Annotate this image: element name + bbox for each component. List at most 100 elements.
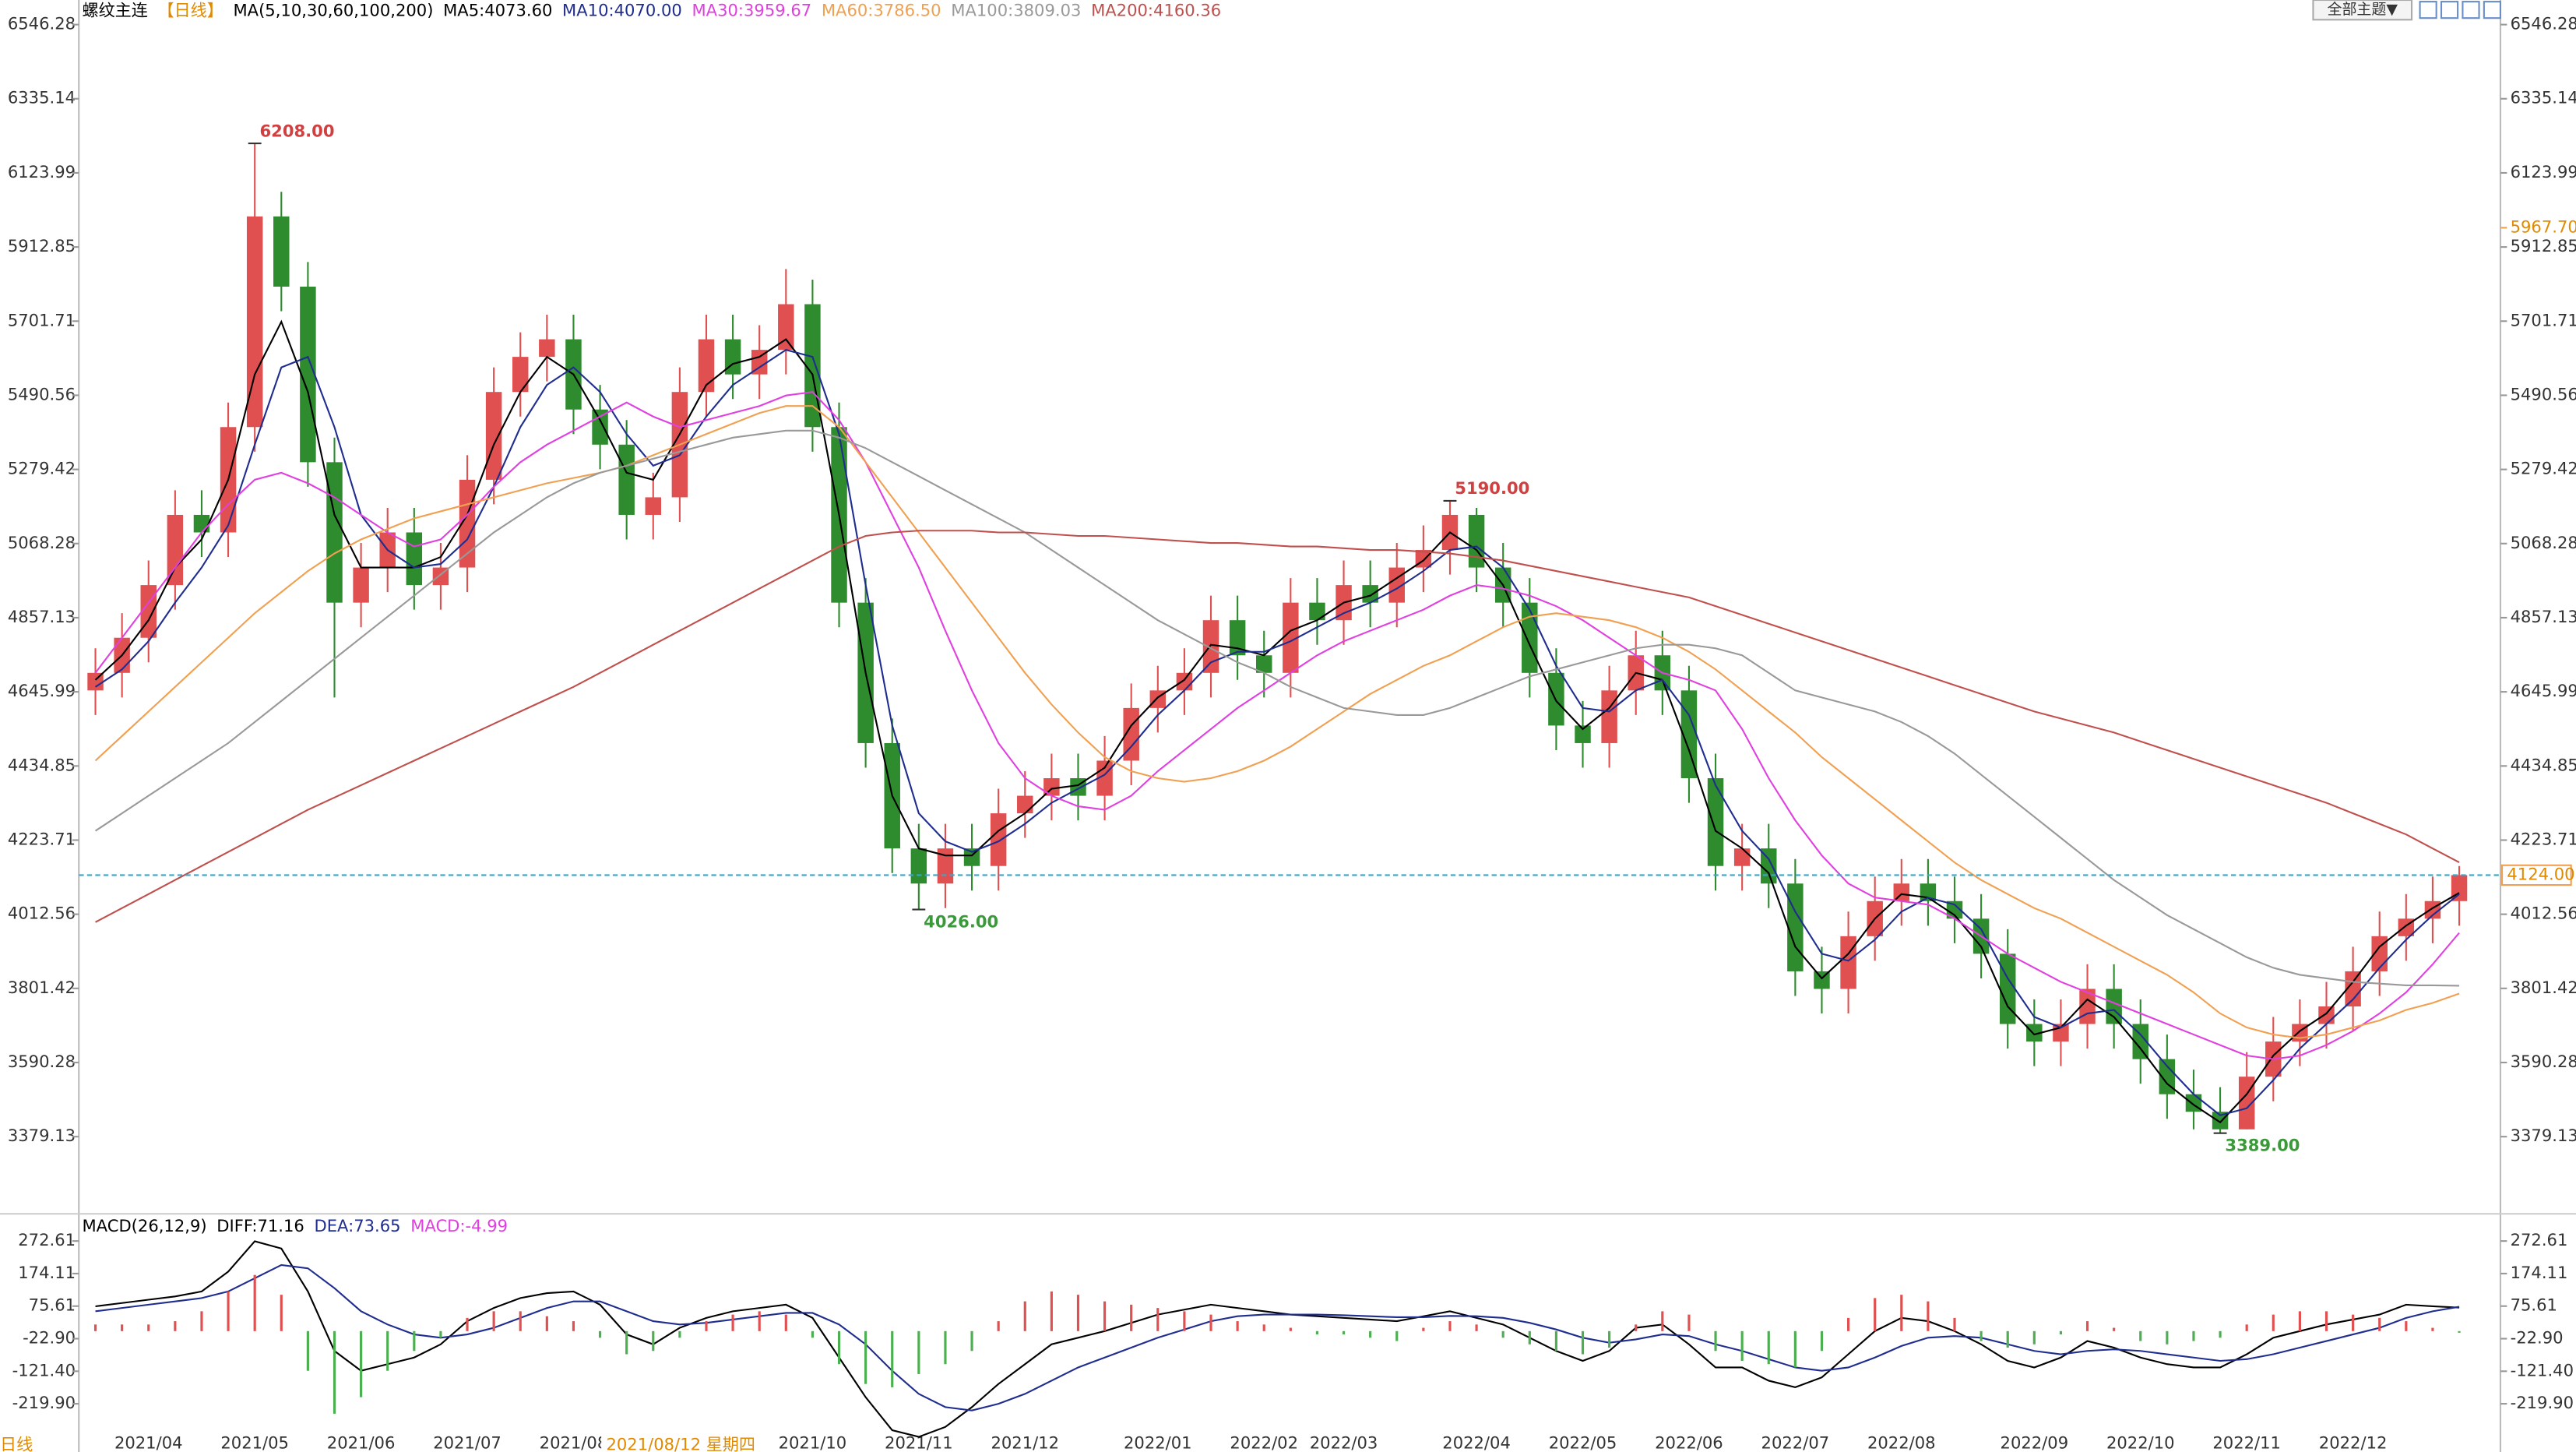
y-tick-label: 4434.85 <box>8 755 76 774</box>
candle-body <box>1733 848 1751 866</box>
candle-body <box>1309 602 1325 621</box>
macd-bar <box>2298 1311 2301 1331</box>
candle-body <box>406 532 423 586</box>
y-tick-label: 4857.13 <box>8 607 76 626</box>
period-tab[interactable]: 日线 <box>0 1435 33 1452</box>
extreme-label: 3389.00 <box>2225 1136 2300 1155</box>
macd-bar <box>466 1317 469 1331</box>
y-tick-label-right: -121.40 <box>2511 1360 2574 1380</box>
x-tick-label: 2021/08 <box>540 1433 608 1452</box>
macd-bar <box>2032 1330 2036 1345</box>
macd-bar <box>891 1330 894 1387</box>
y-tick-label: 3590.28 <box>8 1052 76 1071</box>
macd-bar <box>545 1316 548 1331</box>
macd-bar <box>1103 1301 1107 1331</box>
x-tick-label: 2022/03 <box>1310 1433 1378 1452</box>
candle-body <box>512 357 529 393</box>
y-tick-label: 5912.85 <box>8 236 76 256</box>
y-tick-label-right: 6123.99 <box>2511 162 2576 182</box>
macd-bar <box>413 1330 416 1352</box>
theme-button-label[interactable]: 全部主题▼ <box>2327 1 2398 18</box>
macd-bar <box>758 1311 761 1331</box>
last-price-box <box>2501 864 2572 886</box>
macd-bar <box>360 1330 363 1397</box>
candle-body <box>1601 690 1617 743</box>
x-tick-label: 2022/07 <box>1761 1433 1830 1452</box>
candle-body <box>2159 1059 2176 1094</box>
x-tick-label: 2022/05 <box>1549 1433 1617 1452</box>
ma-line <box>94 405 2460 1039</box>
candle-body <box>2345 971 2361 1007</box>
macd-bar <box>917 1330 920 1374</box>
macd-bar <box>1369 1330 1372 1338</box>
candle-body <box>1946 900 1963 919</box>
theme-button[interactable] <box>2312 0 2413 21</box>
macd-bar <box>1183 1311 1186 1331</box>
macd-bar <box>2272 1314 2275 1331</box>
macd-bar <box>1980 1330 1983 1341</box>
y-tick-label-right: 3801.42 <box>2511 978 2576 997</box>
macd-bar <box>2085 1321 2089 1331</box>
legend-label: MACD:-4.99 <box>410 1216 508 1235</box>
y-tick-label: 6335.14 <box>8 88 76 107</box>
y-tick-label: 272.61 <box>18 1230 76 1249</box>
x-tick-label: 2021/04 <box>114 1433 183 1452</box>
legend-label: DIFF:71.16 <box>216 1216 304 1235</box>
y-tick-label: 4645.99 <box>8 681 76 700</box>
candle-body <box>751 350 768 375</box>
crosshair-date: 2021/08/12 星期四 <box>606 1435 755 1452</box>
candle-body <box>1575 725 1591 743</box>
macd-bar <box>227 1291 230 1331</box>
x-tick-label: 2021/11 <box>885 1433 953 1452</box>
macd-bar <box>1209 1314 1212 1331</box>
x-tick-label: 2021/10 <box>779 1433 847 1452</box>
candle-body <box>1680 690 1698 779</box>
candle-body <box>539 339 555 358</box>
y-tick-label: 5279.42 <box>8 459 76 478</box>
candle-body <box>140 585 157 638</box>
view-icon[interactable] <box>2440 1 2459 19</box>
macd-bar <box>1023 1301 1026 1331</box>
macd-bar <box>253 1274 256 1331</box>
macd-bar <box>970 1330 973 1352</box>
macd-line <box>95 1240 2460 1438</box>
candle-body <box>2451 875 2468 901</box>
y-tick-label-right: -22.90 <box>2511 1328 2564 1348</box>
macd-bar <box>1289 1327 1292 1331</box>
candle-body <box>246 216 263 428</box>
candle-body <box>1840 936 1856 989</box>
price-marker-label: 5967.70 <box>2511 217 2576 236</box>
candle-body <box>2106 989 2122 1024</box>
macd-bar <box>200 1311 203 1331</box>
candle-body <box>698 339 715 393</box>
candle-body <box>1017 795 1033 814</box>
extreme-label: 5190.00 <box>1455 478 1529 498</box>
macd-bar <box>997 1321 1000 1331</box>
y-tick-label-right: 4857.13 <box>2511 607 2576 626</box>
candle-body <box>1468 514 1485 568</box>
candle-body <box>2026 1024 2043 1042</box>
macd-bar <box>2378 1317 2381 1331</box>
macd-bar <box>1448 1321 1452 1331</box>
x-tick-label: 2022/04 <box>1442 1433 1511 1452</box>
macd-bar <box>1635 1324 1638 1331</box>
candle-body <box>990 813 1007 866</box>
macd-bar <box>333 1330 336 1414</box>
candle-body <box>326 462 343 603</box>
macd-bar <box>1661 1311 1664 1331</box>
y-tick-label-right: 75.61 <box>2511 1295 2557 1315</box>
macd-bar <box>1050 1291 1053 1331</box>
macd-bar <box>598 1330 602 1338</box>
macd-bar <box>1528 1330 1531 1345</box>
candle-body <box>1283 602 1299 673</box>
view-icon[interactable] <box>2483 1 2502 19</box>
legend-label: MA100:3809.03 <box>951 1 1081 20</box>
macd-bar <box>174 1321 177 1331</box>
legend-label: MA200:4160.36 <box>1091 1 1221 20</box>
legend-label: DEA:73.65 <box>314 1216 400 1235</box>
view-icon[interactable] <box>2462 1 2480 19</box>
y-tick-label: 75.61 <box>29 1295 76 1315</box>
candle-body <box>2132 1024 2148 1059</box>
view-icon[interactable] <box>2419 1 2437 19</box>
